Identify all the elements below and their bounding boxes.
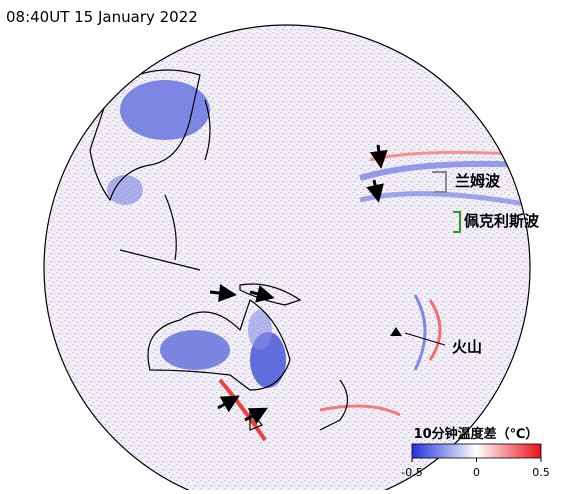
colorbar-title: 10分钟温度差（℃）: [414, 426, 539, 442]
lamb-bracket: [432, 171, 447, 193]
timestamp: 08:40UT 15 January 2022: [6, 8, 198, 26]
colorbar-tick-label: 0: [473, 466, 480, 479]
colorbar-tick-label: 0.5: [532, 466, 550, 479]
arrows: [209, 144, 388, 425]
volcano-label: 火山: [452, 338, 482, 356]
volcano-marker: [390, 327, 402, 336]
lamb-wave-label: 兰姆波: [455, 172, 501, 190]
pekeris-bracket: [453, 211, 461, 233]
globe-outline: [43, 24, 531, 494]
colorbar-tick-label: -0.5: [401, 466, 422, 479]
globe-image: [44, 25, 530, 490]
volcano-leader: [404, 332, 446, 346]
colorbar: [411, 443, 542, 459]
pekeris-wave-label: 佩克利斯波: [464, 212, 540, 230]
